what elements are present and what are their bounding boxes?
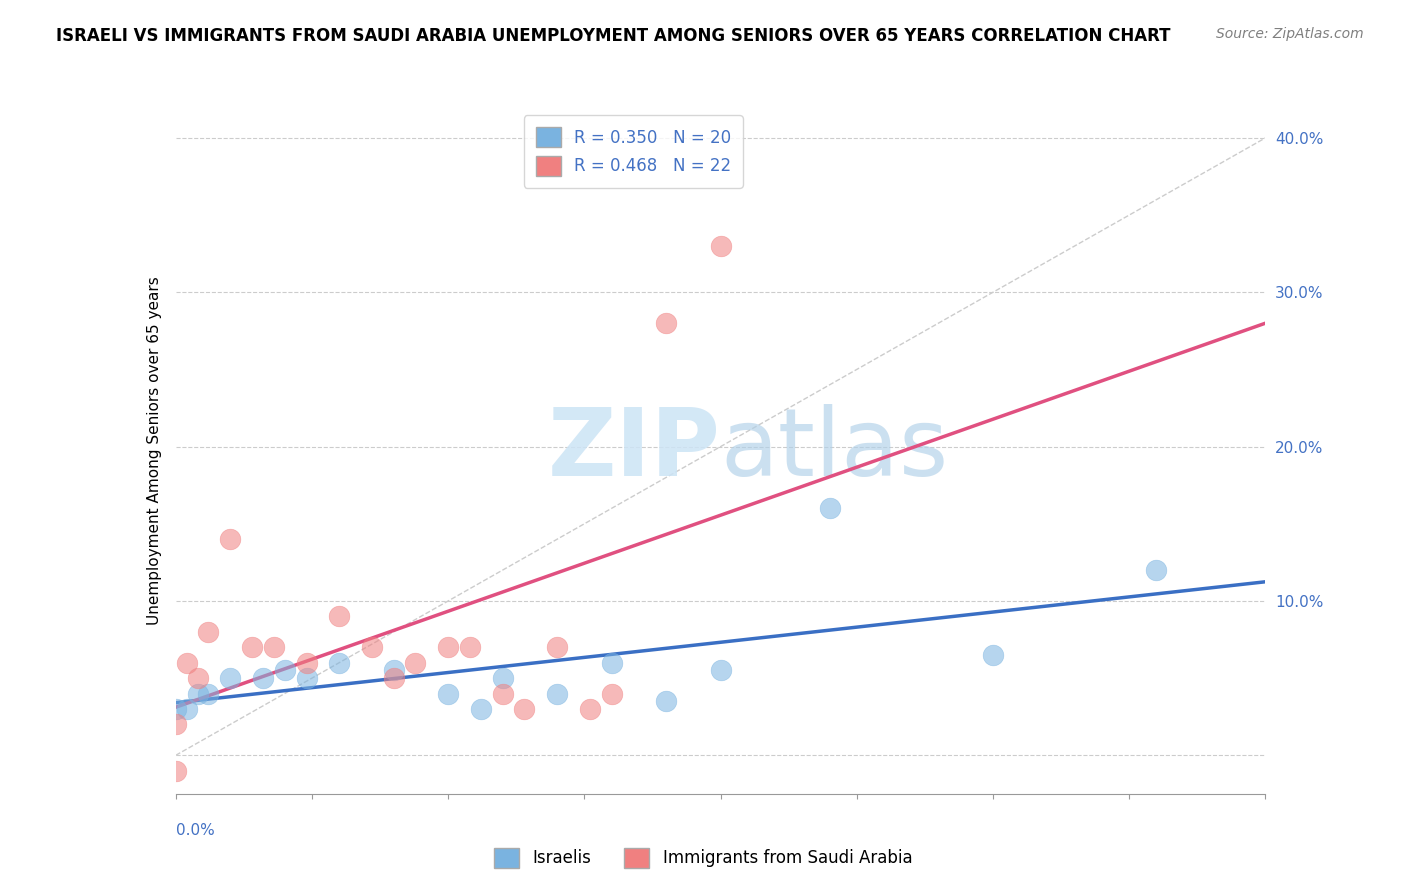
- Point: [176, 656, 198, 670]
- Point: [981, 648, 1004, 662]
- Point: [274, 664, 297, 678]
- Text: atlas: atlas: [721, 404, 949, 497]
- Point: [382, 671, 405, 685]
- Point: [165, 764, 187, 778]
- Point: [328, 609, 350, 624]
- Point: [818, 501, 841, 516]
- Legend: Israelis, Immigrants from Saudi Arabia: Israelis, Immigrants from Saudi Arabia: [486, 841, 920, 875]
- Point: [176, 702, 198, 716]
- Point: [470, 702, 492, 716]
- Point: [240, 640, 263, 655]
- Point: [710, 239, 733, 253]
- Point: [263, 640, 285, 655]
- Point: [197, 624, 219, 639]
- Point: [405, 656, 427, 670]
- Point: [655, 694, 678, 708]
- Point: [710, 664, 733, 678]
- Point: [219, 532, 242, 546]
- Point: [546, 687, 568, 701]
- Point: [252, 671, 274, 685]
- Point: [1144, 563, 1167, 577]
- Point: [186, 671, 209, 685]
- Point: [382, 664, 405, 678]
- Text: ZIP: ZIP: [548, 404, 721, 497]
- Point: [458, 640, 481, 655]
- Text: ISRAELI VS IMMIGRANTS FROM SAUDI ARABIA UNEMPLOYMENT AMONG SENIORS OVER 65 YEARS: ISRAELI VS IMMIGRANTS FROM SAUDI ARABIA …: [56, 27, 1171, 45]
- Point: [186, 687, 209, 701]
- Point: [600, 687, 623, 701]
- Point: [492, 687, 515, 701]
- Point: [546, 640, 568, 655]
- Text: Source: ZipAtlas.com: Source: ZipAtlas.com: [1216, 27, 1364, 41]
- Point: [295, 656, 318, 670]
- Legend: R = 0.350   N = 20, R = 0.468   N = 22: R = 0.350 N = 20, R = 0.468 N = 22: [524, 115, 742, 187]
- Point: [295, 671, 318, 685]
- Point: [165, 717, 187, 731]
- Point: [197, 687, 219, 701]
- Point: [492, 671, 515, 685]
- Y-axis label: Unemployment Among Seniors over 65 years: Unemployment Among Seniors over 65 years: [146, 277, 162, 624]
- Text: 0.0%: 0.0%: [176, 823, 215, 838]
- Point: [328, 656, 350, 670]
- Point: [437, 640, 460, 655]
- Point: [437, 687, 460, 701]
- Point: [219, 671, 242, 685]
- Point: [579, 702, 602, 716]
- Point: [360, 640, 382, 655]
- Point: [165, 702, 187, 716]
- Point: [513, 702, 536, 716]
- Point: [600, 656, 623, 670]
- Point: [655, 316, 678, 330]
